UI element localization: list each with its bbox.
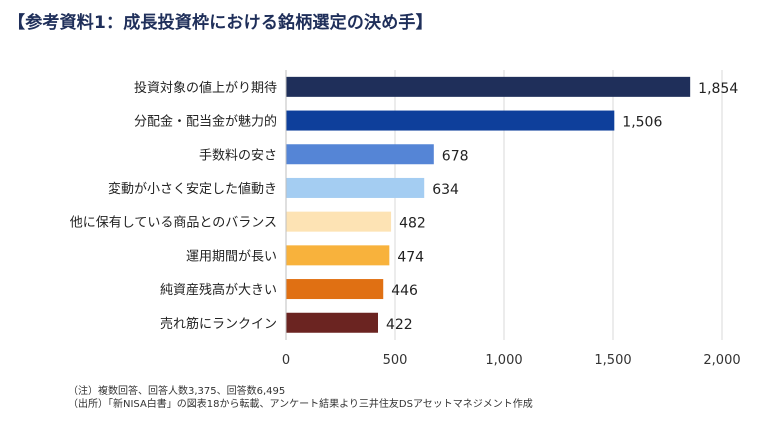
category-label: 変動が小さく安定した値動き	[108, 181, 277, 197]
bar	[286, 110, 615, 131]
footnote-note: （注）複数回答、回答人数3,375、回答数6,495	[68, 386, 286, 397]
bar	[286, 211, 392, 232]
bar	[286, 245, 390, 266]
footnote-source: （出所）「新NISA白書」の図表18から転載、アンケート結果より三井住友DSアセ…	[68, 399, 533, 410]
bar	[286, 144, 434, 165]
x-tick-label: 2,000	[703, 353, 740, 368]
data-label: 634	[432, 182, 459, 198]
data-label: 422	[386, 317, 413, 333]
x-tick-label: 1,000	[485, 353, 522, 368]
data-label: 474	[397, 249, 424, 265]
data-label: 1,854	[698, 81, 738, 97]
category-label: 売れ筋にランクイン	[160, 316, 277, 332]
data-label: 446	[391, 283, 418, 299]
bar	[286, 76, 691, 97]
bar	[286, 279, 384, 300]
category-label: 運用期間が長い	[186, 249, 277, 264]
category-label: 純資産残高が大きい	[160, 282, 277, 298]
footnotes: （注）複数回答、回答人数3,375、回答数6,495 （出所）「新NISA白書」…	[68, 385, 533, 411]
bar	[286, 177, 425, 198]
category-label: 投資対象の値上がり期待	[134, 80, 277, 96]
bar	[286, 312, 378, 333]
category-label: 手数料の安さ	[199, 148, 277, 163]
x-tick-label: 0	[282, 353, 290, 368]
data-label: 482	[399, 216, 426, 232]
category-label: 分配金・配当金が魅力的	[134, 114, 277, 130]
category-label: 他に保有している商品とのバランス	[70, 216, 277, 231]
x-tick-label: 500	[383, 353, 408, 368]
chart-title: 【参考資料1：成長投資枠における銘柄選定の決め手】	[8, 13, 433, 33]
x-tick-label: 1,500	[594, 353, 631, 368]
data-label: 678	[442, 148, 469, 164]
data-label: 1,506	[622, 115, 662, 131]
